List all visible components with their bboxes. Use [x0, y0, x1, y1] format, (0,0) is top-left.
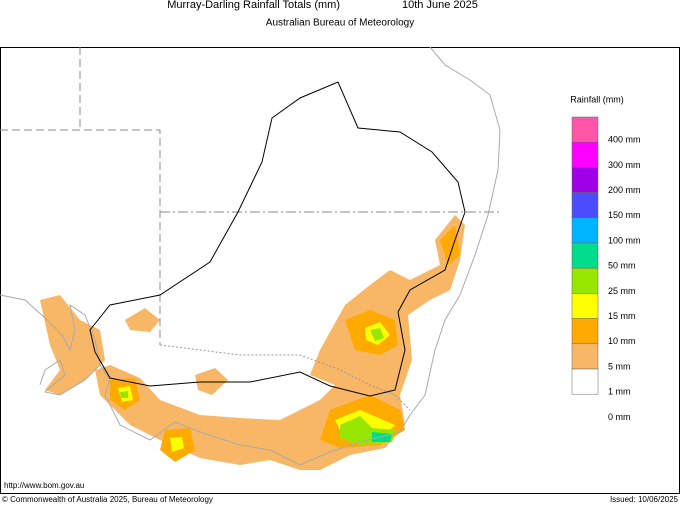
legend-swatch — [571, 318, 599, 345]
legend-label: 1 mm — [608, 387, 631, 397]
legend-title: Rainfall (mm) — [570, 94, 624, 104]
rain-15mm — [120, 328, 395, 445]
url: http://www.bom.gov.au — [4, 481, 84, 490]
legend-swatch — [571, 368, 599, 395]
rain-1mm — [95, 215, 465, 470]
issued: Issued: 10/06/2025 — [610, 495, 679, 504]
legend-swatch — [571, 343, 599, 370]
legend-label: 150 mm — [608, 210, 641, 220]
legend: 400 mm 300 mm 200 mm 150 mm 100 mm 50 mm 25 mm… — [571, 116, 641, 422]
legend-swatch — [571, 116, 599, 143]
rain-5mm — [110, 225, 460, 462]
legend-label: 50 mm — [608, 261, 636, 271]
legend-label: 300 mm — [608, 160, 641, 170]
legend-label: 25 mm — [608, 286, 636, 296]
legend-label: 400 mm — [608, 135, 641, 145]
copyright: © Commonwealth of Australia 2025, Bureau… — [2, 495, 213, 504]
legend-label: 200 mm — [608, 185, 641, 195]
state-border — [0, 47, 161, 345]
legend-swatch — [571, 167, 599, 193]
legend-swatch — [571, 192, 599, 219]
legend-label: 10 mm — [608, 336, 636, 346]
subtitle: Australian Bureau of Meteorology — [266, 18, 414, 29]
legend-label: 15 mm — [608, 311, 636, 321]
coastline — [0, 46, 501, 466]
legend-swatch — [571, 293, 599, 319]
basin-boundary — [89, 81, 466, 397]
rain-1mm — [125, 308, 228, 395]
date: 10th June 2025 — [402, 0, 478, 11]
legend-label: 0 mm — [608, 412, 631, 422]
map-body — [0, 46, 501, 470]
legend-label: 5 mm — [608, 361, 631, 371]
legend-swatch — [571, 141, 599, 168]
rain-1mm — [40, 295, 105, 395]
title: Murray-Darling Rainfall Totals (mm) — [167, 0, 340, 11]
state-border — [159, 344, 411, 411]
legend-swatch — [571, 217, 599, 244]
legend-swatch — [571, 242, 599, 269]
legend-label: 100 mm — [608, 235, 641, 245]
legend-swatch — [571, 267, 599, 294]
